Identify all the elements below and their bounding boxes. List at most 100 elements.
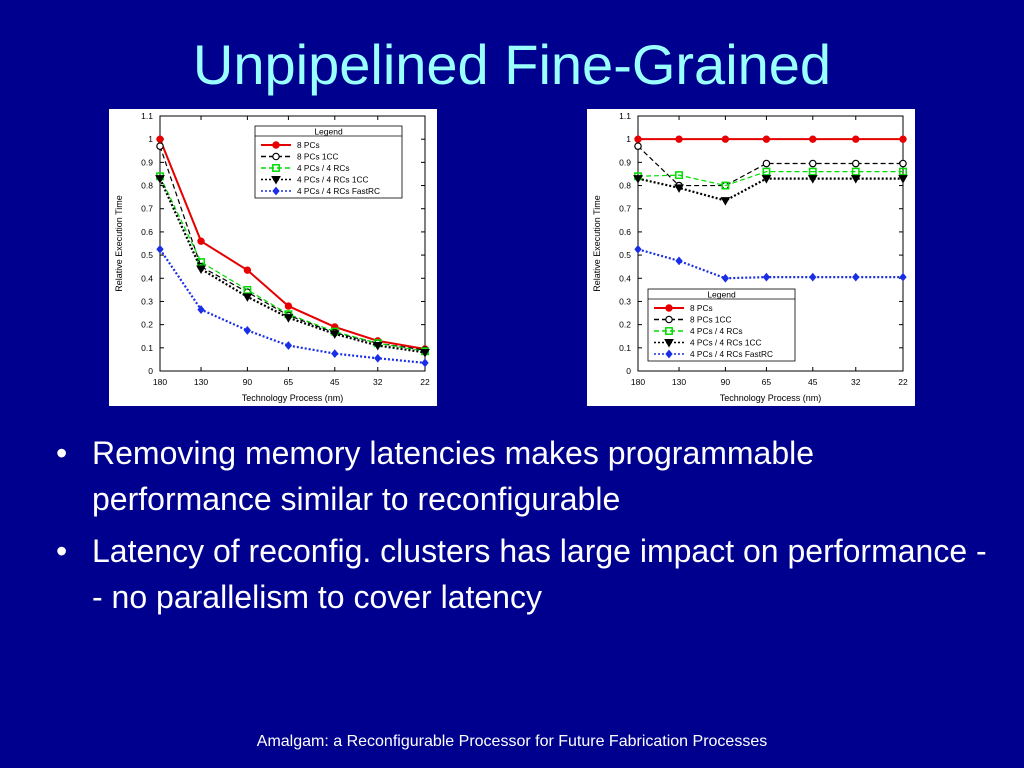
legend-label: 4 PCs / 4 RCs	[690, 326, 743, 336]
series	[155, 175, 430, 358]
data-point	[197, 237, 205, 245]
slide-footer: Amalgam: a Reconfigurable Processor for …	[256, 733, 768, 750]
series	[634, 135, 907, 143]
data-point	[634, 135, 642, 143]
data-point	[284, 341, 293, 350]
data-point	[761, 175, 772, 184]
data-point	[675, 135, 683, 143]
series	[634, 244, 907, 283]
data-point	[807, 175, 818, 184]
y-tick-label: 0	[148, 366, 153, 376]
bullet-dot: •	[56, 533, 68, 569]
data-point	[156, 142, 164, 150]
y-tick-label: 0.1	[141, 343, 153, 353]
data-point	[762, 167, 771, 176]
x-tick-label: 32	[373, 377, 383, 387]
legend-item: 8 PCs 1CC	[261, 152, 339, 162]
data-point	[762, 272, 771, 282]
data-point	[243, 326, 252, 335]
data-point	[155, 175, 165, 184]
data-point	[675, 256, 683, 266]
legend-label: 4 PCs / 4 RCs 1CC	[690, 338, 761, 348]
y-tick-label: 0.4	[619, 273, 631, 283]
x-axis-label: Technology Process (nm)	[242, 393, 344, 403]
data-point	[374, 353, 382, 363]
y-tick-label: 0.3	[141, 296, 153, 306]
y-tick-label: 0.8	[141, 181, 153, 191]
y-tick-label: 0.4	[141, 273, 153, 283]
legend-item: 8 PCs 1CC	[654, 315, 732, 325]
data-point	[721, 273, 730, 283]
y-tick-label: 0.8	[619, 181, 631, 191]
data-point	[272, 141, 280, 149]
data-point	[665, 327, 673, 335]
chart-left-svg: 0 0.1 0.2 0.3 0.4 0.5 0.6 0.7 0.8 0.9 1 1.1 180 130 90…	[114, 111, 430, 403]
data-point	[272, 164, 280, 172]
data-point	[899, 272, 907, 282]
bullet-text: Removing memory latencies makes programm…	[92, 435, 815, 517]
data-point	[850, 175, 861, 184]
x-axis-label: Technology Process (nm)	[720, 393, 822, 403]
data-point	[852, 135, 860, 143]
y-tick-label: 0.1	[619, 343, 631, 353]
data-point	[851, 159, 860, 168]
data-point	[664, 339, 674, 348]
legend-label: 8 PCs 1CC	[297, 152, 339, 162]
legend-label: 8 PCs	[297, 140, 320, 150]
chart-axes: 0 0.1 0.2 0.3 0.4 0.5 0.6 0.7 0.8 0.9 1 1.1 180 130 90…	[114, 111, 430, 403]
y-tick-label: 1.1	[619, 111, 631, 121]
legend-box	[254, 125, 403, 199]
y-tick-label: 0.2	[619, 320, 631, 330]
legend-item: 8 PCs	[654, 303, 713, 313]
legend-label: 8 PCs 1CC	[690, 315, 732, 325]
legend-item: 4 PCs / 4 RCs FastRC	[261, 186, 380, 196]
data-point	[809, 135, 817, 143]
data-point	[283, 314, 294, 323]
legend-item: 4 PCs / 4 RCs 1CC	[654, 338, 761, 348]
bullet-item: • Removing memory latencies makes progra…	[50, 430, 990, 522]
data-point	[331, 349, 339, 358]
y-axis-label: Relative Execution Time	[592, 195, 602, 292]
data-point	[809, 272, 817, 282]
y-tick-label: 0.7	[619, 204, 631, 214]
legend-item: 4 PCs / 4 RCs 1CC	[261, 175, 368, 185]
data-point	[674, 184, 684, 193]
legend-title: Legend	[314, 127, 343, 137]
data-point	[197, 305, 205, 314]
y-tick-label: 1	[626, 134, 631, 144]
legend-item: 4 PCs / 4 RCs	[261, 163, 350, 173]
data-point	[675, 171, 683, 180]
legend-item: 4 PCs / 4 RCs FastRC	[654, 349, 773, 359]
legend-item: 8 PCs	[261, 140, 320, 150]
data-point	[808, 159, 817, 168]
data-point	[899, 135, 907, 143]
data-point	[197, 258, 205, 266]
data-point	[284, 302, 293, 310]
chart-right-svg: 0 0.1 0.2 0.3 0.4 0.5 0.6 0.7 0.8 0.9 1 1.1 180 130 90…	[592, 111, 908, 403]
plot-frame	[637, 115, 904, 372]
x-tick-label: 130	[672, 377, 686, 387]
y-tick-label: 0.9	[141, 157, 153, 167]
data-point	[272, 186, 280, 196]
chart-right: 0 0.1 0.2 0.3 0.4 0.5 0.6 0.7 0.8 0.9 1 1.1 180 130 90…	[587, 109, 915, 406]
data-point	[634, 244, 642, 254]
legend-label: 4 PCs / 4 RCs	[297, 163, 350, 173]
x-tick-label: 130	[194, 377, 208, 387]
bullet-dot: •	[56, 435, 68, 471]
plot-frame	[159, 115, 426, 372]
x-tick-label: 180	[153, 377, 167, 387]
data-point	[762, 159, 771, 168]
x-tick-label: 90	[721, 377, 731, 387]
data-point	[665, 349, 673, 359]
y-tick-label: 0.5	[141, 250, 153, 260]
data-point	[196, 265, 206, 275]
chart-left: 0 0.1 0.2 0.3 0.4 0.5 0.6 0.7 0.8 0.9 1 1.1 180 130 90…	[109, 109, 437, 406]
legend-box	[647, 288, 796, 362]
series	[156, 244, 429, 368]
series	[634, 167, 907, 190]
y-axis-label: Relative Execution Time	[114, 195, 124, 292]
x-tick-label: 65	[762, 377, 772, 387]
legend-item: 4 PCs / 4 RCs	[654, 326, 743, 336]
data-point	[420, 348, 430, 358]
